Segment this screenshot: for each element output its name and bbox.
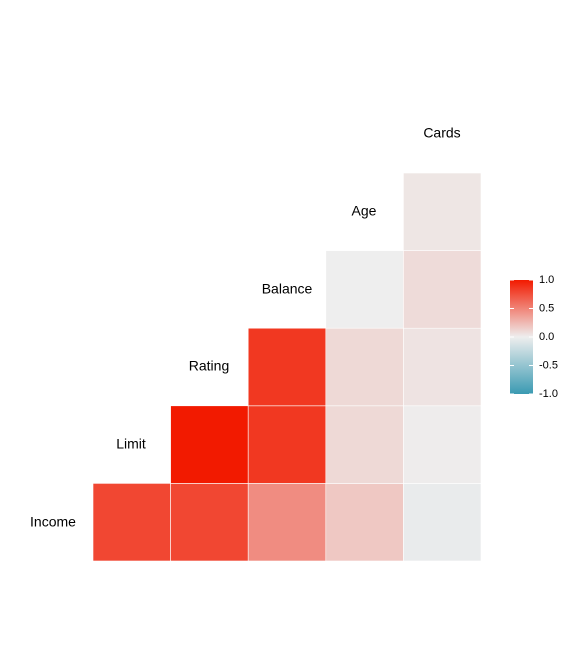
heatmap-cell-rating-limit xyxy=(170,405,249,484)
heatmap-cell-rating-income xyxy=(170,483,249,562)
heatmap-cell-cards-income xyxy=(403,483,482,562)
heatmap-cell-age-rating xyxy=(325,327,404,407)
variable-label-age: Age xyxy=(352,203,377,219)
heatmap-cell-cards-balance xyxy=(403,250,482,329)
heatmap-cell-cards-age xyxy=(403,172,482,251)
legend-tick-label: 0.0 xyxy=(539,331,554,343)
legend-tick-label: 0.5 xyxy=(539,302,554,314)
legend-tick-label: 1.0 xyxy=(539,274,554,286)
heatmap-cell-cards-limit xyxy=(403,405,482,484)
heatmap-cell-balance-rating xyxy=(247,327,327,407)
legend-tick-label: -0.5 xyxy=(539,359,558,371)
legend-tick-label: -1.0 xyxy=(539,388,558,400)
heatmap-cell-cards-rating xyxy=(403,327,482,407)
variable-label-balance: Balance xyxy=(262,281,313,297)
heatmap-cell-balance-income xyxy=(247,483,327,562)
heatmap-cell-limit-income xyxy=(92,483,171,562)
heatmap-cell-age-balance xyxy=(325,250,404,329)
heatmap-cells xyxy=(92,172,482,562)
color-legend: 1.0 0.5 0.0 -0.5 -1.0 xyxy=(510,274,558,400)
legend-color-bar xyxy=(510,280,533,394)
heatmap-cell-age-income xyxy=(325,483,404,562)
legend-ticks: 1.0 0.5 0.0 -0.5 -1.0 xyxy=(510,274,558,400)
variable-label-cards: Cards xyxy=(423,125,460,141)
variable-label-limit: Limit xyxy=(116,436,146,452)
variable-label-rating: Rating xyxy=(189,358,229,374)
heatmap-cell-balance-limit xyxy=(247,405,327,484)
variable-label-income: Income xyxy=(30,514,76,530)
variable-labels: Income Limit Rating Balance Age Cards xyxy=(30,125,461,530)
heatmap-cell-age-limit xyxy=(325,405,404,484)
